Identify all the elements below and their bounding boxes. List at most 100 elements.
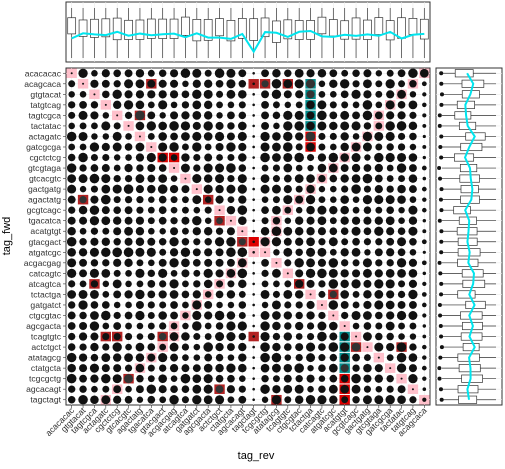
data-dot — [147, 111, 156, 120]
data-dot — [203, 342, 213, 352]
data-dot — [397, 132, 406, 141]
data-dot — [397, 248, 406, 257]
data-dot — [215, 258, 224, 267]
data-dot — [227, 343, 235, 352]
data-dot — [317, 331, 327, 342]
data-dot — [340, 374, 349, 383]
data-dot — [135, 247, 145, 257]
y-tick-label: agcacagt — [26, 384, 61, 394]
data-dot — [409, 333, 417, 340]
data-dot — [112, 89, 122, 100]
data-dot — [113, 196, 121, 204]
data-dot — [158, 238, 167, 246]
data-dot — [283, 163, 293, 173]
data-dot — [272, 375, 280, 383]
data-dot — [79, 343, 87, 351]
y-tick-label: catcagtc — [29, 268, 62, 278]
data-dot — [363, 354, 371, 362]
top-box — [226, 20, 236, 42]
data-dot — [408, 374, 418, 384]
data-dot — [363, 185, 371, 193]
data-dot — [181, 385, 190, 394]
data-dot — [306, 69, 315, 78]
data-dot — [226, 269, 236, 278]
top-box — [158, 18, 168, 39]
data-dot — [252, 240, 255, 244]
data-dot — [271, 237, 282, 247]
data-dot — [272, 164, 280, 172]
data-dot — [159, 248, 167, 256]
data-dot — [252, 303, 255, 307]
data-dot — [252, 135, 255, 138]
data-dot — [192, 364, 201, 373]
data-dot — [203, 89, 213, 99]
data-dot — [158, 174, 168, 183]
right-marginal-boxplot-panel — [435, 67, 503, 406]
data-dot — [352, 196, 360, 203]
y-tick-label: tatgtcag — [30, 100, 61, 110]
y-tick-label: ctatgcta — [31, 363, 61, 373]
data-dot — [421, 239, 427, 245]
data-dot — [283, 311, 292, 320]
data-dot — [78, 248, 88, 257]
data-dot — [272, 111, 281, 120]
top-box — [146, 18, 156, 39]
data-dot — [237, 258, 247, 268]
data-dot — [295, 333, 303, 340]
top-box — [181, 16, 190, 36]
data-dot — [295, 216, 304, 225]
right-outlier — [439, 345, 444, 350]
data-dot — [385, 269, 395, 278]
data-dot — [363, 216, 372, 225]
data-dot — [329, 111, 338, 120]
data-dot — [159, 364, 167, 372]
data-dot — [374, 290, 384, 299]
top-box — [135, 19, 145, 40]
data-dot — [89, 363, 99, 373]
data-dot — [125, 154, 132, 161]
data-dot — [170, 111, 179, 120]
data-dot — [159, 343, 167, 351]
right-outlier — [439, 229, 444, 234]
data-dot — [260, 227, 270, 236]
data-dot — [182, 312, 189, 319]
data-dot — [68, 122, 75, 130]
data-dot — [396, 363, 407, 373]
data-dot — [67, 363, 76, 373]
data-dot — [351, 226, 361, 236]
right-outlier — [438, 355, 443, 360]
data-dot — [216, 101, 223, 109]
data-dot — [215, 353, 224, 362]
data-dot — [374, 184, 383, 194]
data-dot — [409, 196, 417, 203]
data-dot — [169, 90, 179, 99]
data-dot — [101, 121, 111, 131]
data-dot — [192, 131, 202, 142]
data-dot — [238, 80, 247, 88]
data-dot — [123, 100, 134, 110]
data-dot — [136, 196, 144, 204]
data-dot — [238, 238, 246, 246]
right-outlier — [437, 366, 442, 371]
top-median-line — [71, 30, 425, 54]
data-dot — [272, 196, 280, 204]
data-dot — [252, 219, 255, 223]
data-dot — [226, 290, 236, 299]
data-dot — [364, 154, 371, 161]
data-dot — [68, 101, 76, 109]
data-dot — [181, 101, 190, 109]
data-dot — [422, 229, 427, 234]
top-box — [260, 17, 270, 38]
data-dot — [227, 354, 235, 361]
data-dot — [385, 321, 395, 331]
data-dot — [422, 102, 427, 108]
data-dot — [102, 322, 110, 330]
right-box — [460, 185, 479, 194]
data-dot — [363, 374, 372, 383]
data-dot — [283, 142, 293, 152]
data-dot — [67, 258, 77, 268]
data-dot — [351, 142, 361, 152]
data-dot — [146, 247, 156, 257]
data-dot — [147, 217, 155, 225]
